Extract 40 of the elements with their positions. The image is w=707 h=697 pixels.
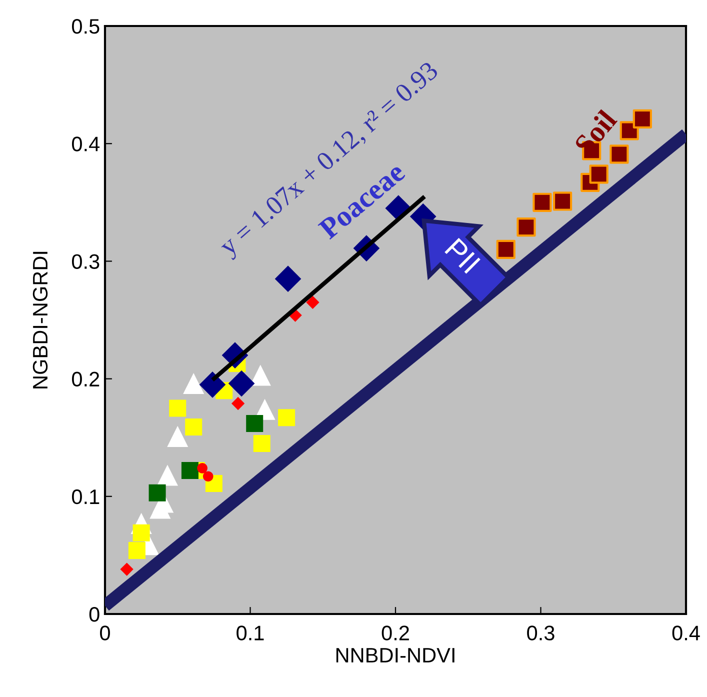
- annotation: PII: [444, 238, 480, 274]
- y-tick-label: 0: [89, 607, 100, 622]
- point: [120, 562, 134, 576]
- y-tick-label: 0.4: [72, 136, 100, 152]
- point: [278, 409, 296, 426]
- point: [181, 462, 198, 480]
- point: [148, 484, 166, 502]
- point: [228, 370, 255, 397]
- y-tick-label: 0.5: [72, 19, 100, 34]
- point: [197, 463, 208, 474]
- point: [246, 414, 264, 432]
- point: [132, 524, 150, 542]
- x-tick-label: 0: [100, 626, 110, 640]
- point: [589, 164, 608, 184]
- point: [306, 296, 320, 309]
- point: [496, 240, 516, 259]
- y-tick-label: 0.2: [72, 372, 100, 387]
- x-tick-label: 0.2: [382, 626, 409, 640]
- point: [156, 464, 178, 486]
- point: [532, 192, 552, 212]
- y-tick-label: 0.1: [72, 489, 100, 504]
- x-axis-title: NNBDI-NDVI: [336, 648, 454, 662]
- x-tick-label: 0.3: [527, 626, 554, 640]
- point: [516, 218, 536, 237]
- point: [199, 372, 226, 398]
- point: [169, 400, 186, 417]
- point: [274, 266, 302, 292]
- point: [128, 542, 146, 559]
- point: [632, 109, 652, 128]
- point: [231, 396, 245, 410]
- y-tick-label: 0.3: [72, 254, 100, 269]
- x-tick-label: 0.4: [672, 626, 700, 640]
- y-axis-title: NGBDI-NGRDI: [32, 252, 48, 388]
- point: [552, 192, 572, 211]
- point: [202, 471, 214, 482]
- point: [183, 372, 204, 394]
- point: [253, 434, 270, 452]
- point: [167, 426, 188, 447]
- x-tick-label: 0.1: [236, 626, 264, 640]
- point: [185, 418, 202, 436]
